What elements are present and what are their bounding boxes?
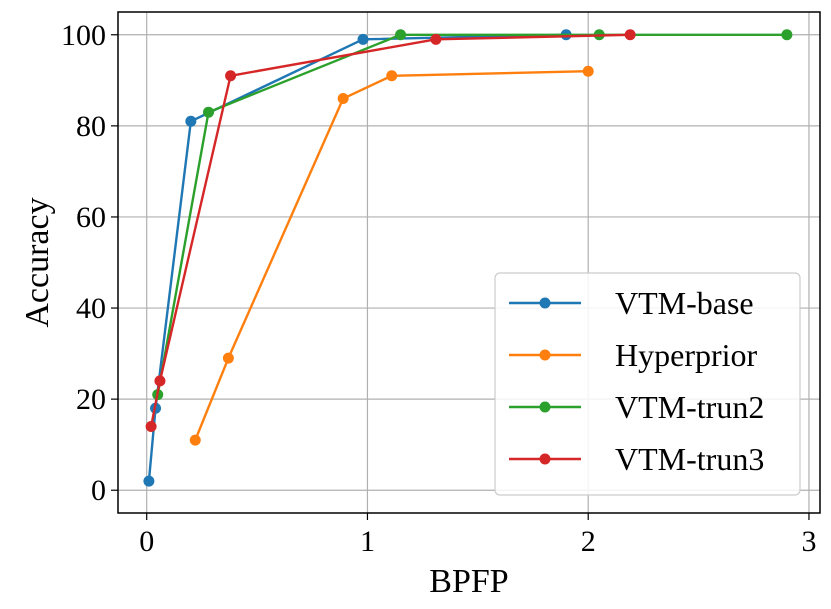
legend-label: Hyperprior xyxy=(615,337,758,373)
x-tick-label: 0 xyxy=(139,525,154,558)
data-point-vtm-trun3 xyxy=(145,420,157,432)
data-point-vtm-trun3 xyxy=(430,33,442,45)
data-point-vtm-trun3 xyxy=(225,70,237,82)
data-point-vtm-trun2 xyxy=(203,106,215,118)
legend: VTM-base Hyperprior VTM-trun2 VTM-trun3 xyxy=(494,272,801,496)
data-point-vtm-trun3 xyxy=(154,375,166,387)
y-tick-label: 100 xyxy=(61,19,106,52)
series-hyperprior xyxy=(189,65,594,446)
data-point-vtm-trun2 xyxy=(781,29,793,41)
x-tick-label: 2 xyxy=(581,525,596,558)
data-point-hyperprior xyxy=(386,70,398,82)
y-tick-label: 0 xyxy=(91,474,106,507)
y-tick-label: 80 xyxy=(76,110,106,143)
data-point-vtm-trun2 xyxy=(395,29,407,41)
legend-marker xyxy=(539,453,551,465)
data-point-vtm-trun3 xyxy=(624,29,636,41)
data-point-hyperprior xyxy=(582,65,594,77)
legend-marker xyxy=(539,401,551,413)
series-layer xyxy=(143,29,793,487)
legend-item-vtm-trun2: VTM-trun2 xyxy=(509,389,764,425)
data-point-hyperprior xyxy=(189,434,201,446)
legend-marker xyxy=(539,349,551,361)
data-point-hyperprior xyxy=(222,352,234,364)
legend-item-vtm-base: VTM-base xyxy=(509,285,754,321)
y-tick-label: 60 xyxy=(76,201,106,234)
legend-item-hyperprior: Hyperprior xyxy=(509,337,758,373)
legend-item-vtm-trun3: VTM-trun3 xyxy=(509,441,764,477)
x-tick-label: 1 xyxy=(360,525,375,558)
legend-label: VTM-trun2 xyxy=(615,389,764,425)
y-tick-label: 20 xyxy=(76,383,106,416)
ticks: 0 1 2 3 0 20 40 60 80 100 xyxy=(61,19,816,558)
data-point-vtm-base xyxy=(357,33,369,45)
y-tick-label: 40 xyxy=(76,292,106,325)
y-axis-label: Accuracy xyxy=(19,197,56,327)
x-tick-label: 3 xyxy=(801,525,816,558)
series-vtm-trun3 xyxy=(145,29,636,432)
data-point-vtm-base xyxy=(185,115,197,127)
series-vtm-trun2 xyxy=(152,29,793,401)
legend-box xyxy=(494,272,801,496)
data-point-vtm-base xyxy=(143,475,155,487)
plot-frame xyxy=(117,11,821,514)
legend-label: VTM-base xyxy=(615,285,754,321)
data-point-hyperprior xyxy=(337,93,349,105)
legend-marker xyxy=(539,297,551,309)
legend-label: VTM-trun3 xyxy=(615,441,764,477)
x-axis-label: BPFP xyxy=(429,563,508,600)
